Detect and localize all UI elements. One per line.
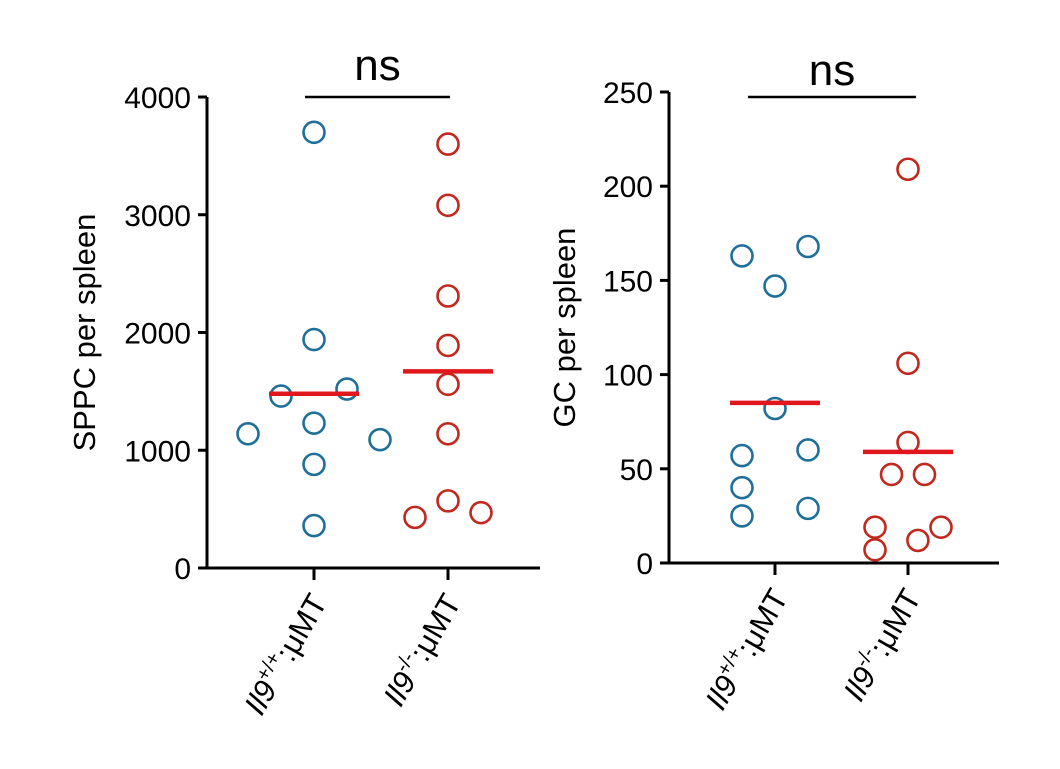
data-point bbox=[302, 411, 326, 435]
y-tick-label: 3000 bbox=[124, 200, 191, 233]
data-point bbox=[236, 421, 260, 446]
data-point bbox=[302, 120, 326, 145]
data-point bbox=[436, 489, 460, 513]
x-tick-label: Il9-/-:μMT bbox=[835, 582, 929, 707]
data-point bbox=[906, 528, 930, 553]
data-point bbox=[302, 452, 326, 477]
data-point bbox=[302, 513, 326, 538]
data-point bbox=[929, 515, 953, 540]
data-point bbox=[436, 284, 460, 308]
data-point bbox=[302, 327, 326, 352]
data-point bbox=[763, 274, 787, 298]
y-tick-label: 250 bbox=[603, 77, 653, 110]
data-point bbox=[863, 538, 887, 562]
y-tick-label: 0 bbox=[174, 553, 191, 586]
chart-panel-1: 0 1000 2000 3000 4000 SPPC per spleen ns Il9+/+… bbox=[67, 41, 540, 721]
data-point bbox=[730, 504, 754, 528]
data-point bbox=[403, 505, 427, 530]
y-axis-label: GC per spleen bbox=[547, 228, 582, 428]
data-point bbox=[896, 351, 920, 376]
y-axis-label: SPPC per spleen bbox=[67, 214, 102, 452]
data-point bbox=[896, 157, 920, 182]
y-tick-label: 100 bbox=[603, 360, 653, 393]
y-tick-label: 50 bbox=[620, 454, 653, 487]
data-point bbox=[730, 443, 754, 468]
data-point bbox=[763, 396, 787, 421]
y-tick-label: 4000 bbox=[124, 82, 191, 115]
data-point bbox=[436, 372, 460, 397]
y-tick-label: 2000 bbox=[124, 318, 191, 351]
x-tick-label: Il9+/+:μMT bbox=[236, 587, 335, 721]
data-point bbox=[436, 333, 460, 358]
x-tick-label: Il9+/+:μMT bbox=[697, 582, 796, 716]
data-point bbox=[879, 462, 904, 487]
data-point bbox=[863, 515, 887, 540]
data-point bbox=[269, 384, 293, 408]
significance-label: ns bbox=[809, 46, 855, 95]
data-point bbox=[730, 475, 754, 500]
data-point bbox=[796, 234, 820, 259]
x-tick-label: Il9-/-:μMT bbox=[375, 587, 469, 712]
data-point bbox=[436, 193, 460, 218]
chart-panel-2: 0 50 100 150 200 250 GC per spleen ns Il9+/+:μMT… bbox=[547, 46, 999, 716]
data-point bbox=[730, 244, 754, 268]
data-point bbox=[436, 132, 460, 156]
data-point bbox=[436, 421, 460, 446]
data-point bbox=[469, 500, 493, 525]
y-tick-label: 150 bbox=[603, 265, 653, 298]
significance-label: ns bbox=[354, 41, 400, 90]
y-tick-label: 200 bbox=[603, 171, 653, 204]
data-point bbox=[368, 427, 392, 452]
y-tick-label: 1000 bbox=[124, 435, 191, 468]
data-point bbox=[796, 496, 820, 521]
data-point bbox=[796, 438, 820, 462]
y-tick-label: 0 bbox=[636, 548, 653, 581]
data-point bbox=[335, 377, 359, 401]
data-point bbox=[912, 462, 937, 487]
